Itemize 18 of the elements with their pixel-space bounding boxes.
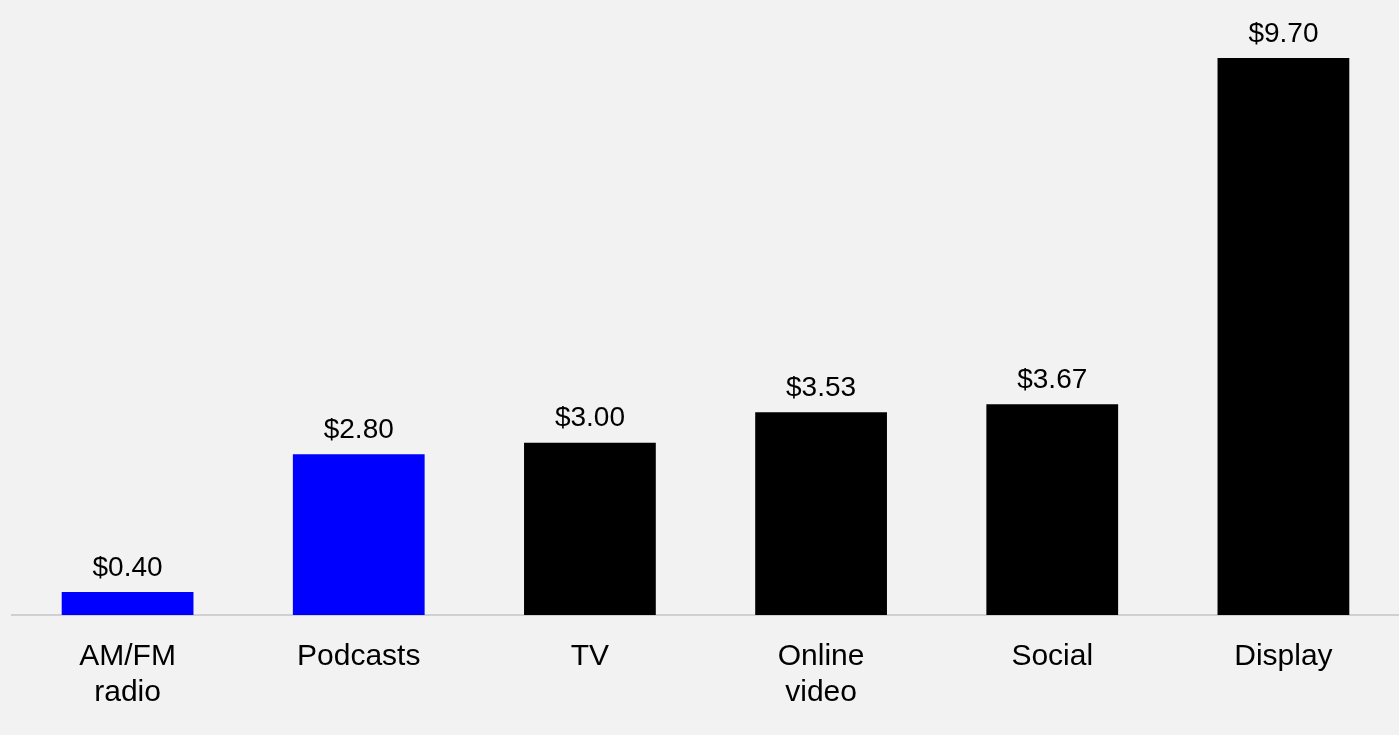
bar <box>292 454 425 615</box>
data-label: $0.40 <box>92 550 163 582</box>
x-tick-label: Social <box>1011 638 1094 672</box>
bar <box>1217 58 1350 615</box>
bar <box>755 412 887 615</box>
bar <box>61 592 194 615</box>
data-label: $2.80 <box>323 412 394 444</box>
x-tick-label: Online video <box>777 638 865 708</box>
data-label: $3.67 <box>1017 362 1088 394</box>
x-tick-label: Display <box>1234 638 1333 672</box>
bar <box>524 442 656 615</box>
data-label: $3.00 <box>554 401 625 433</box>
x-tick-label: TV <box>570 638 610 672</box>
x-tick-label: Podcasts <box>297 638 421 672</box>
data-label: $3.53 <box>786 371 857 403</box>
x-tick-label: AM/FM radio <box>79 638 176 708</box>
bar <box>986 404 1119 615</box>
data-label: $9.70 <box>1248 16 1319 48</box>
